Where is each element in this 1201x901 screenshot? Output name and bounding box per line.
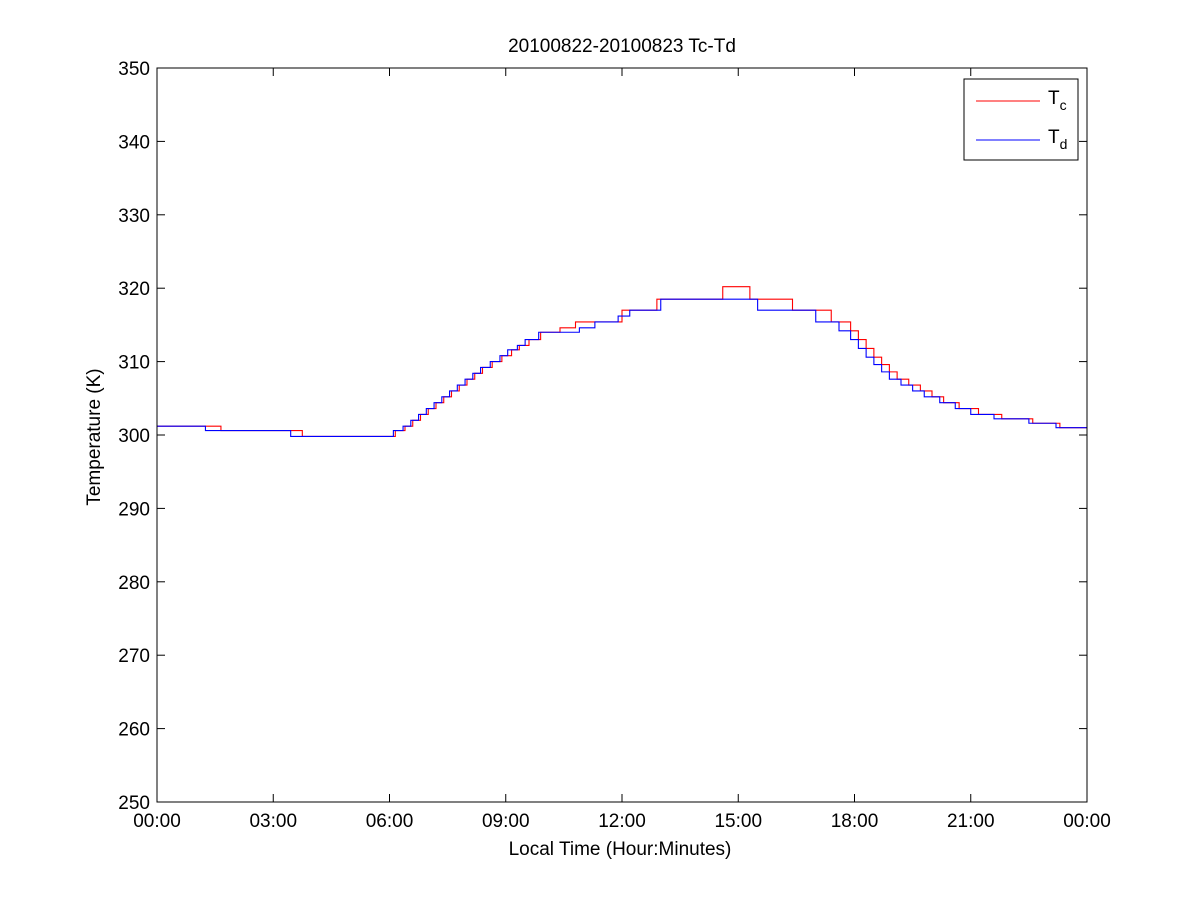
y-tick-label: 340 (118, 132, 150, 153)
x-tick-label: 15:00 (714, 811, 762, 832)
y-tick-label: 350 (118, 59, 150, 80)
legend-label-td: Td (1048, 127, 1067, 152)
tick-marks (156, 67, 1088, 803)
legend-box (963, 78, 1079, 161)
y-tick-label: 270 (118, 646, 150, 667)
x-tick-label: 18:00 (831, 811, 879, 832)
series-line-td (157, 298, 1087, 438)
y-tick-label: 300 (118, 426, 150, 447)
legend-label-tc-sub: c (1060, 97, 1067, 113)
y-tick-label: 290 (118, 499, 150, 520)
x-tick-label: 03:00 (249, 811, 297, 832)
y-tick-label: 310 (118, 353, 150, 374)
series-layer (157, 286, 1087, 438)
y-tick-label: 260 (118, 720, 150, 741)
legend-label-tc-main: T (1048, 88, 1060, 109)
y-tick-labels: 250 260 270 280 290 300 310 320 330 340 350 (118, 59, 150, 814)
legend-label-td-sub: d (1060, 136, 1068, 152)
x-tick-label: 06:00 (366, 811, 414, 832)
x-axis-label: Local Time (Hour:Minutes) (509, 839, 732, 860)
x-tick-label: 12:00 (598, 811, 646, 832)
x-tick-label: 00:00 (133, 811, 181, 832)
x-tick-label: 00:00 (1063, 811, 1111, 832)
y-tick-label: 280 (118, 573, 150, 594)
plot-area: 00:00 03:00 06:00 09:00 12:00 15:00 18:00 21:00… (118, 59, 1110, 832)
x-tick-label: 21:00 (947, 811, 995, 832)
y-tick-label: 250 (118, 793, 150, 814)
chart-title: 20100822-20100823 Tc-Td (508, 36, 736, 57)
x-tick-labels: 00:00 03:00 06:00 09:00 12:00 15:00 18:00 21:00… (133, 811, 1111, 832)
x-tick-label: 09:00 (482, 811, 530, 832)
y-axis-label: Temperature (K) (84, 368, 105, 505)
legend-label-tc: Tc (1048, 88, 1067, 113)
legend-label-td-main: T (1048, 127, 1060, 148)
y-tick-label: 330 (118, 206, 150, 227)
legend: Tc Td (963, 78, 1079, 161)
y-tick-label: 320 (118, 279, 150, 300)
